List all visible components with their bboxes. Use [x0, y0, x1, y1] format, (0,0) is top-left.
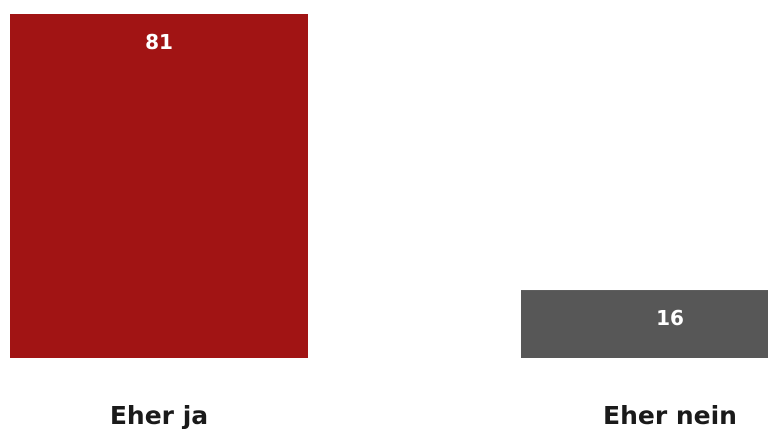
bar-eher-nein	[521, 290, 768, 358]
category-label-eher-ja: Eher ja	[110, 401, 208, 430]
value-labels-group: 81 16	[145, 30, 684, 330]
category-labels-group: Eher ja Eher nein	[110, 401, 737, 430]
value-label-eher-ja: 81	[145, 30, 173, 54]
value-label-eher-nein: 16	[656, 306, 684, 330]
category-label-eher-nein: Eher nein	[603, 401, 737, 430]
bars-group	[10, 14, 768, 358]
bar-eher-ja	[10, 14, 308, 358]
